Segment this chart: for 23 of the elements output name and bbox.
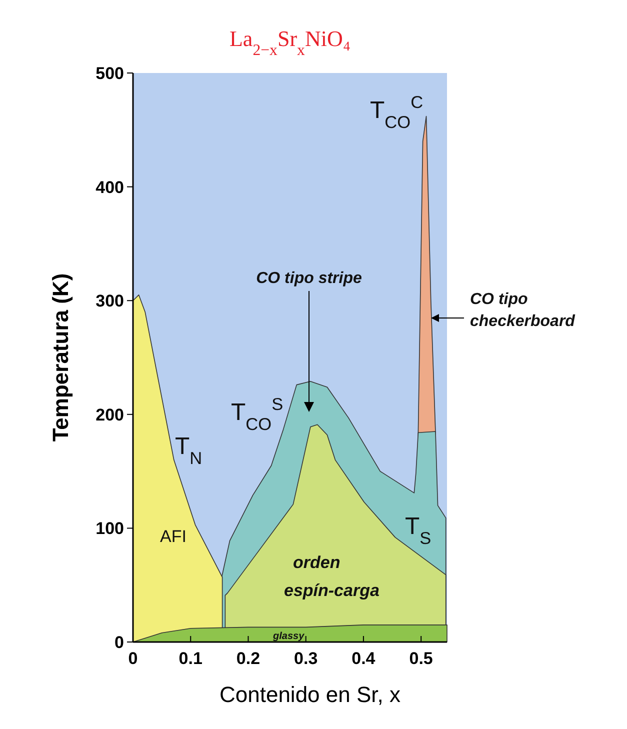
annotation: T$_{N}$: [175, 433, 202, 468]
annotation: glassy: [272, 631, 305, 642]
x-tick-label: 0.1: [178, 649, 202, 668]
x-axis-title: Contenido en Sr, x: [219, 682, 401, 707]
y-tick-label: 200: [96, 405, 124, 424]
y-tick-label: 300: [96, 292, 124, 311]
x-tick-label: 0.2: [236, 649, 260, 668]
x-tick-label: 0.4: [352, 649, 376, 668]
text: CO tipo checkerboard: [470, 291, 576, 330]
x-tick-label: 0.3: [294, 649, 318, 668]
annotation: T$_{S}$: [405, 513, 432, 548]
annotation: AFI: [160, 527, 186, 546]
x-tick-label: 0: [128, 649, 138, 668]
annotation: orden: [293, 553, 340, 572]
y-tick-label: 400: [96, 178, 124, 197]
y-tick-label: 100: [96, 519, 124, 538]
y-axis-title: Temperatura (K): [48, 273, 73, 442]
x-tick-label: 0.5: [409, 649, 433, 668]
annotation: espín-carga: [284, 581, 380, 600]
annotation: CO tipo stripe: [256, 270, 362, 287]
chart-title: La$_{2−x}$Sr$_{x}$NiO₄: [229, 26, 351, 58]
y-tick-label: 500: [96, 64, 124, 83]
y-tick-label: 0: [114, 632, 124, 652]
